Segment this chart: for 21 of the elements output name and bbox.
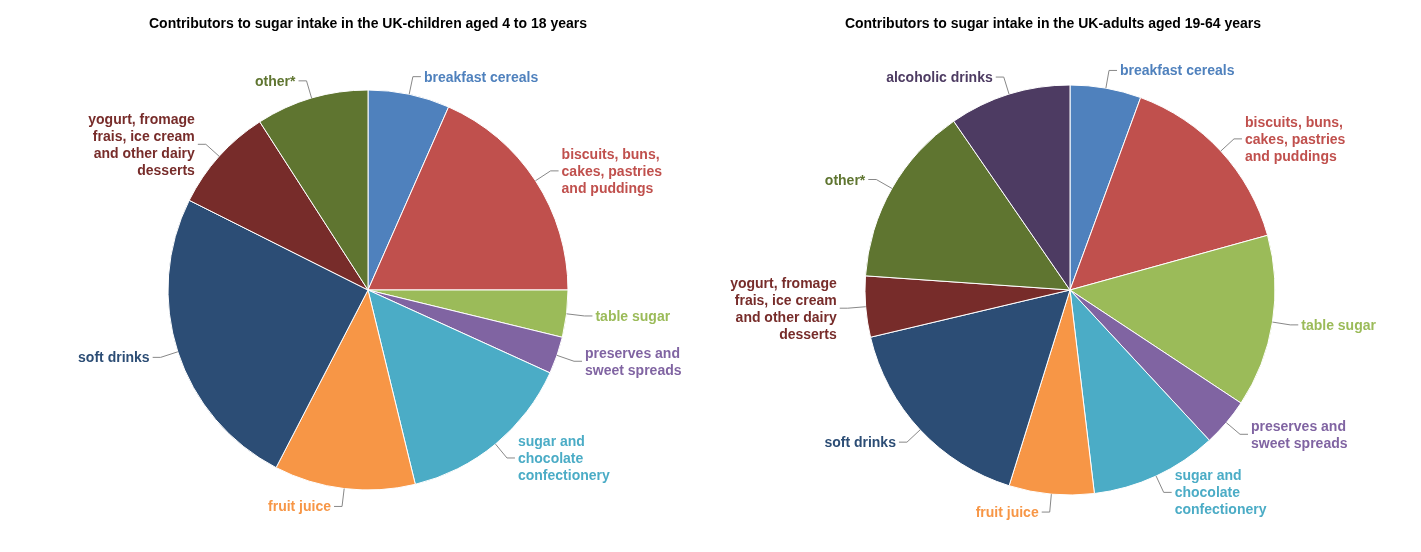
chart-title: Contributors to sugar intake in the UK-children aged 4 to 18 years (149, 15, 588, 31)
slice-label: preserves and sweet spreads (1251, 417, 1348, 451)
slice-label: breakfast cereals (423, 68, 539, 85)
slice-label: sugar and chocolate confectionery (1174, 467, 1267, 518)
slice-label: yogurt, fromage frais, ice cream and other dairy desserts (730, 274, 837, 342)
slice-label: alcoholic drinks (886, 69, 993, 86)
slice-label: other* (824, 171, 866, 188)
slice-label: preserves and sweet spreads (585, 344, 682, 378)
slice-label: table sugar (595, 307, 671, 324)
slice-label: fruit juice (268, 498, 332, 515)
slice-label: biscuits, buns, cakes, pastries and puddings (561, 145, 663, 196)
slice-label: sugar and chocolate confectionery (517, 432, 610, 483)
slice-label: table sugar (1301, 316, 1377, 333)
slice-label: soft drinks (824, 434, 897, 451)
chart-title: Contributors to sugar intake in the UK-adults aged 19-64 years (844, 15, 1262, 31)
slice-label: soft drinks (78, 349, 150, 366)
slice-label: other* (255, 72, 297, 89)
slice-label: biscuits, buns, cakes, pastries and puddings (1244, 113, 1346, 164)
slice-label: breakfast cereals (1120, 62, 1235, 79)
slice-label: yogurt, fromage frais, ice cream and other dairy desserts (88, 110, 196, 178)
slice-label: fruit juice (975, 504, 1039, 521)
